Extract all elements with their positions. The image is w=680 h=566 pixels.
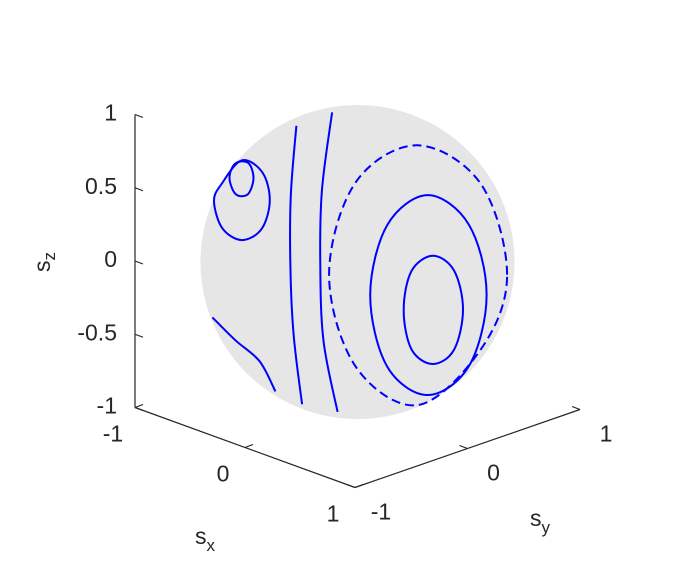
x-tick-label: -1 [103, 421, 123, 447]
x-axis-label: sx [195, 523, 216, 555]
x-tick [354, 483, 364, 489]
x-label-sub: x [207, 536, 216, 555]
y-label-text: s [530, 505, 542, 531]
z-tick-label: -1 [97, 393, 117, 419]
trajectory [212, 159, 271, 242]
x-tick [244, 443, 254, 449]
z-label-sub: z [40, 252, 59, 261]
z-label-text: s [29, 261, 55, 273]
z-tick-label: 0 [104, 246, 117, 272]
y-tick-label: 1 [600, 421, 613, 447]
z-tick [134, 406, 144, 412]
z-tick [134, 113, 144, 119]
y-label-sub: y [542, 518, 551, 537]
trajectory [228, 160, 255, 198]
x-tick-label: 1 [327, 501, 340, 527]
trajectory [328, 144, 509, 407]
z-axis-label: sz [29, 252, 59, 272]
z-tick [134, 260, 144, 265]
z-tick-label: -0.5 [77, 319, 117, 345]
z-tick [134, 187, 144, 192]
trajectory [211, 316, 277, 392]
y-tick-label: -1 [371, 499, 391, 525]
x-label-text: s [195, 523, 207, 549]
sphere-surface [200, 105, 515, 419]
z-tick-label: 0.5 [85, 173, 117, 199]
y-axis-label: sy [530, 505, 551, 537]
trajectory [402, 254, 465, 366]
z-tick-label: 1 [104, 100, 117, 126]
y-tick [571, 405, 581, 411]
z-tick [134, 333, 144, 338]
y-tick [459, 444, 468, 450]
trajectory [369, 194, 488, 397]
trajectory [319, 112, 339, 413]
y-tick-label: 0 [487, 460, 500, 486]
x-tick [134, 403, 144, 409]
trajectory [289, 125, 304, 405]
x-tick-label: 0 [217, 461, 230, 487]
y-tick [346, 483, 356, 489]
